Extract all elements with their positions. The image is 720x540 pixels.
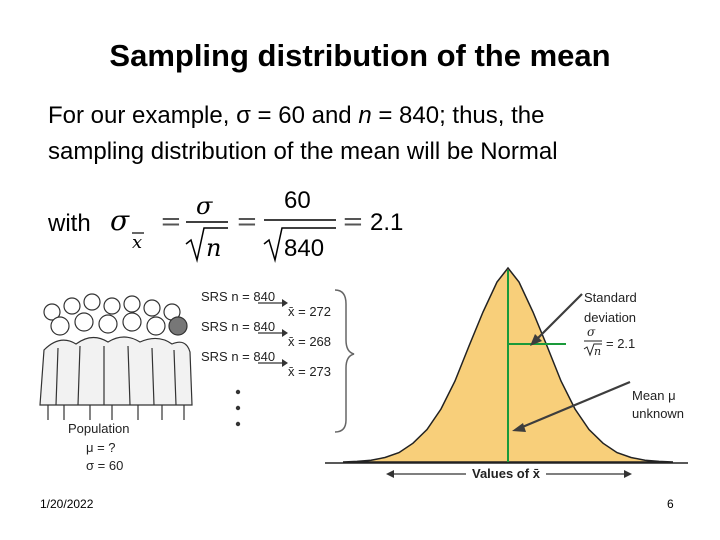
formula-numerator: 60 <box>284 187 311 214</box>
axis-arrowhead-left <box>386 470 394 478</box>
sample-3: SRS n = 840 x̄ = 273 <box>201 349 331 379</box>
line1-prefix: For our example, σ = 60 and <box>48 102 359 129</box>
formula-xbar-subscript: x <box>132 232 142 253</box>
formula-denominator: 840 <box>284 235 324 262</box>
page-number: 6 <box>667 497 674 511</box>
crowd-back-row <box>43 293 181 321</box>
sample-1: SRS n = 840 x̄ = 272 <box>201 289 331 319</box>
sample-1-mean: x̄ = 272 <box>288 304 331 319</box>
body-line-1: For our example, σ = 60 and n = 840; thu… <box>48 98 688 134</box>
axis-arrowhead-right <box>624 470 632 478</box>
sd-arrowhead <box>530 334 542 346</box>
crowd-front-row <box>50 312 188 336</box>
sqrt-sign-1 <box>185 227 228 263</box>
sd-label-line-2: deviation <box>584 310 636 325</box>
more-samples-ellipsis <box>235 389 241 427</box>
sd-formula-value: = 2.1 <box>606 336 635 351</box>
sample-3-mean: x̄ = 273 <box>288 364 331 379</box>
formula-equals-3: = <box>342 207 364 237</box>
sample-3-arrowhead <box>282 359 288 367</box>
mean-arrow <box>519 380 631 430</box>
population-sigma: σ = 60 <box>86 458 123 473</box>
sampling-diagram: Population μ = ? σ = 60 SRS n = 840 x̄ =… <box>39 266 688 481</box>
standard-error-formula: σ x = σ n = 60 840 = 2.1 <box>110 187 403 263</box>
slide-title: Sampling distribution of the mean <box>109 38 611 73</box>
line1-n: n <box>358 102 372 129</box>
sample-1-arrowhead <box>282 299 288 307</box>
sample-2: SRS n = 840 x̄ = 268 <box>201 319 331 349</box>
curly-brace <box>334 289 355 433</box>
mean-label-line-1: Mean μ <box>632 388 676 403</box>
sd-formula-sigma: σ <box>587 325 596 339</box>
sample-2-mean: x̄ = 268 <box>288 334 331 349</box>
formula-result: 2.1 <box>370 209 403 236</box>
formula-sigma: σ <box>110 204 130 237</box>
axis-label: Values of x̄ <box>472 466 541 481</box>
body-line-2: sampling distribution of the mean will b… <box>48 138 558 165</box>
formula-n: n <box>206 234 221 262</box>
with-label: with <box>48 210 91 237</box>
sd-label-line-1: Standard <box>584 290 637 305</box>
crowd-body-lines <box>55 345 177 406</box>
sd-formula-n: n <box>594 345 601 358</box>
sample-3-label: SRS n = 840 <box>201 349 275 364</box>
sd-formula-sqrt <box>583 343 602 357</box>
formula-sigma-numerator: σ <box>196 192 213 220</box>
line1-suffix: = 840; thus, the <box>371 102 545 129</box>
sd-arrow <box>535 293 583 341</box>
formula-equals-1: = <box>160 207 182 237</box>
formula-equals-2: = <box>236 207 258 237</box>
footer-date: 1/20/2022 <box>40 497 94 511</box>
crowd-legs <box>47 405 185 420</box>
sample-2-label: SRS n = 840 <box>201 319 275 334</box>
mean-label-line-2: unknown <box>632 406 684 421</box>
population-label: Population <box>68 421 129 436</box>
mean-arrowhead <box>512 423 526 432</box>
population-mu: μ = ? <box>86 440 116 455</box>
sample-2-arrowhead <box>282 329 288 337</box>
sqrt-sign-2 <box>263 227 336 263</box>
body-text: For our example, σ = 60 and n = 840; thu… <box>48 98 688 170</box>
sample-1-label: SRS n = 840 <box>201 289 275 304</box>
crowd-bodies <box>39 336 193 406</box>
population-crowd-illustration <box>39 293 193 420</box>
